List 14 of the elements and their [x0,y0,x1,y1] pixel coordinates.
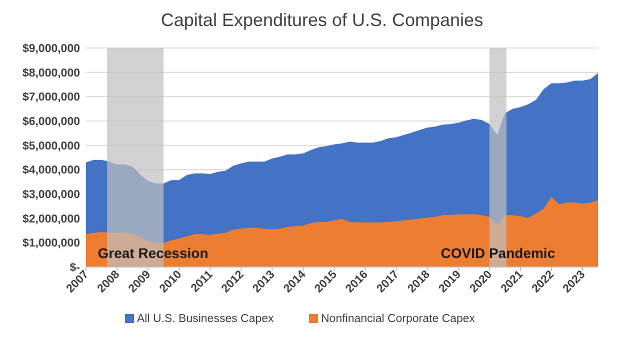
y-tick-label: $1,000,000 [22,238,80,250]
y-tick-label: $5,000,000 [22,140,80,152]
y-tick-label: $8,000,000 [22,67,80,80]
legend-label: Nonfinancial Corporate Capex [321,313,476,325]
y-tick-label: $4,000,000 [22,164,80,177]
y-tick-label: $2,000,000 [22,213,80,226]
legend-label: All U.S. Businesses Capex [137,313,274,325]
y-tick-label: $- [70,262,80,274]
y-tick-label: $7,000,000 [22,92,80,104]
chart-title: Capital Expenditures of U.S. Companies [160,10,484,30]
y-tick-label: $9,000,000 [22,43,80,56]
y-tick-label: $3,000,000 [22,189,80,202]
y-tick-label: $6,000,000 [22,116,80,128]
band-label: COVID Pandemic [440,245,556,261]
